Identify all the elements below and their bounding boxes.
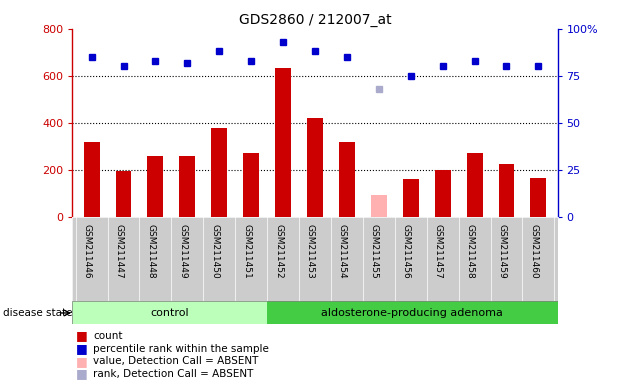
Text: count: count (93, 331, 123, 341)
Text: GSM211450: GSM211450 (210, 224, 219, 278)
Text: GSM211454: GSM211454 (338, 224, 347, 278)
Text: ■: ■ (76, 355, 88, 368)
Text: ■: ■ (76, 367, 88, 381)
Text: GSM211459: GSM211459 (498, 224, 507, 278)
Text: GSM211446: GSM211446 (83, 224, 91, 278)
Bar (180, 156, 195, 217)
Bar (243, 154, 259, 217)
Text: value, Detection Call = ABSENT: value, Detection Call = ABSENT (93, 356, 259, 366)
Text: GSM211457: GSM211457 (433, 224, 443, 278)
Text: ■: ■ (76, 329, 88, 343)
Text: disease state: disease state (3, 308, 72, 318)
Text: GSM211451: GSM211451 (242, 224, 251, 278)
Text: aldosterone-producing adenoma: aldosterone-producing adenoma (321, 308, 503, 318)
Text: GDS2860 / 212007_at: GDS2860 / 212007_at (239, 13, 391, 27)
Text: ■: ■ (76, 342, 88, 355)
Bar (371, 195, 387, 217)
Bar (339, 142, 355, 217)
Bar (307, 118, 323, 217)
Text: GSM211456: GSM211456 (402, 224, 411, 278)
Bar (147, 156, 163, 217)
Bar (115, 171, 132, 217)
Bar (467, 154, 483, 217)
Bar (275, 68, 291, 217)
Text: rank, Detection Call = ABSENT: rank, Detection Call = ABSENT (93, 369, 254, 379)
Bar (211, 127, 227, 217)
Bar (267, 301, 558, 324)
Bar (84, 142, 100, 217)
Bar (72, 301, 267, 324)
Text: control: control (151, 308, 189, 318)
Bar (530, 178, 546, 217)
Text: GSM211458: GSM211458 (466, 224, 474, 278)
Bar (435, 170, 450, 217)
Text: GSM211452: GSM211452 (274, 224, 283, 278)
Text: GSM211447: GSM211447 (115, 224, 123, 278)
Text: GSM211460: GSM211460 (529, 224, 539, 278)
Text: GSM211455: GSM211455 (370, 224, 379, 278)
Text: GSM211449: GSM211449 (178, 224, 187, 278)
Bar (403, 179, 419, 217)
Text: GSM211453: GSM211453 (306, 224, 315, 278)
Text: percentile rank within the sample: percentile rank within the sample (93, 344, 269, 354)
Bar (498, 164, 515, 217)
Text: GSM211448: GSM211448 (146, 224, 156, 278)
